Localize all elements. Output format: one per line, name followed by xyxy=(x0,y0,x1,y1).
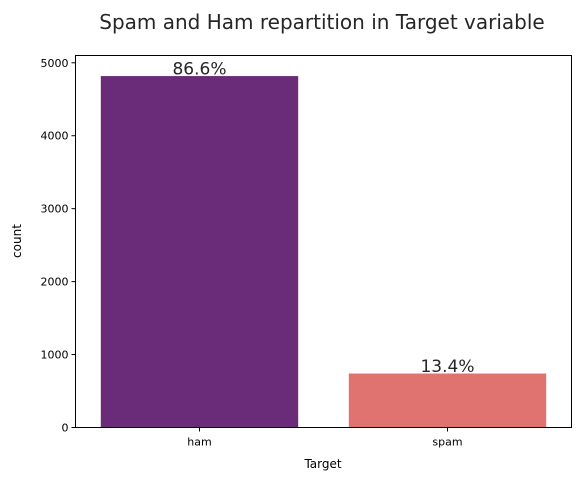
data-label-spam: 13.4% xyxy=(420,357,474,377)
x-tick-label-spam: spam xyxy=(432,436,462,449)
plot-frame xyxy=(75,55,572,428)
x-tick-label-ham: ham xyxy=(187,436,211,449)
y-tick-label: 1000 xyxy=(41,349,69,362)
bar-spam xyxy=(347,372,548,428)
chart-title: Spam and Ham repartition in Target varia… xyxy=(99,10,544,34)
data-label-ham: 86.6% xyxy=(172,60,226,80)
x-axis-label: Target xyxy=(303,457,341,471)
y-tick-label: 2000 xyxy=(41,276,69,289)
y-tick-label: 4000 xyxy=(41,130,69,143)
y-tick-label: 3000 xyxy=(41,203,69,216)
plot-area: 0 1000 2000 3000 4000 5000 86.6% ham 13.4% spam xyxy=(41,57,548,449)
y-tick-label: 0 xyxy=(62,422,69,435)
y-tick-label: 5000 xyxy=(41,57,69,70)
bar-ham xyxy=(99,75,300,428)
y-axis-label: count xyxy=(10,224,24,258)
